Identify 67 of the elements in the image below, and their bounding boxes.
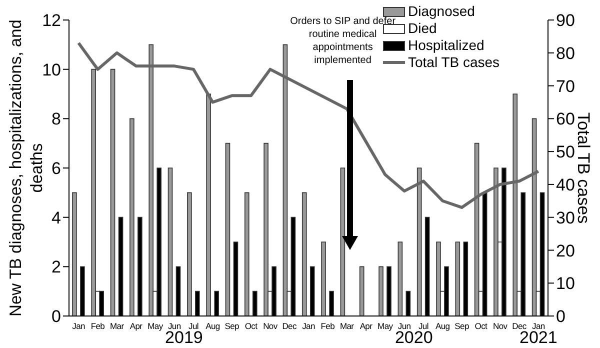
x-tick-label: Jan: [72, 321, 86, 332]
y2-tick-label: 0: [556, 307, 566, 326]
bar: [168, 168, 173, 316]
x-tick-label: Sep: [224, 321, 240, 332]
bar: [148, 44, 154, 316]
x-tick-label: Feb: [320, 321, 336, 332]
bar: [225, 142, 230, 316]
legend-label: Died: [408, 20, 437, 37]
bar: [91, 68, 96, 316]
y2-tick-label: 20: [556, 241, 575, 260]
bar: [264, 142, 268, 316]
x-tick-label: May: [148, 321, 164, 332]
y2-tick-label: 90: [556, 11, 575, 30]
bar: [398, 242, 403, 316]
legend-label: Total TB cases: [408, 54, 500, 71]
x-tick-label: Apr: [360, 321, 373, 332]
bar: [282, 44, 288, 316]
y-tick-label: 0: [52, 307, 61, 326]
bar: [512, 94, 518, 316]
y2-tick-label: 70: [556, 76, 575, 96]
y-tick-label: 10: [42, 60, 61, 80]
y-tick-label: 8: [52, 110, 61, 129]
x-tick-label: Feb: [90, 321, 106, 332]
x-tick-label: Aug: [206, 321, 220, 332]
bar: [532, 118, 537, 316]
x-tick-label: Aug: [436, 321, 450, 332]
x-tick-label: Oct: [244, 321, 258, 332]
y2-tick-label: 30: [556, 208, 575, 228]
bar: [206, 94, 211, 316]
bar: [187, 192, 192, 316]
x-tick-label: Nov: [492, 321, 508, 332]
bar: [378, 266, 384, 316]
bar: [416, 168, 422, 316]
bar: [359, 266, 364, 316]
y-tick-label: 2: [52, 258, 61, 277]
bar: [302, 192, 307, 316]
y2-tick-label: 40: [556, 175, 575, 194]
y2-tick-label: 80: [556, 44, 575, 63]
y2-tick-label: 60: [556, 110, 575, 129]
y-tick-label: 6: [52, 159, 61, 178]
y-tick-label: 4: [52, 208, 61, 228]
bar: [72, 192, 77, 316]
x-tick-label: Mar: [340, 321, 354, 332]
bar: [474, 142, 480, 316]
bar: [110, 68, 116, 316]
bar: [130, 118, 134, 316]
y2-tick-label: 50: [556, 142, 575, 162]
bar: [455, 242, 460, 316]
x-tick-label: Mar: [110, 321, 124, 332]
line-series: [77, 42, 540, 209]
y-tick-label: 12: [42, 11, 61, 30]
x-tick-label: Dec: [282, 321, 298, 332]
annotation: Orders to SIP and defer routine medical appointments implemented: [289, 15, 397, 67]
bar: [494, 168, 498, 316]
y2-tick-label: 10: [556, 274, 575, 294]
bar: [321, 242, 326, 316]
x-tick-label: Sep: [454, 321, 470, 332]
x-tick-label: Oct: [474, 321, 488, 332]
y2-axis-title: Total TB cases: [574, 112, 593, 224]
legend-label: Diagnosed: [408, 3, 475, 20]
x-tick-label: Jan: [302, 321, 316, 332]
bar: [244, 192, 250, 316]
legend-label: Hospitalized: [408, 37, 484, 54]
bar: [436, 242, 441, 316]
x-tick-label: Nov: [263, 321, 278, 332]
x-tick-label: Apr: [130, 321, 143, 332]
x-tick-label: May: [378, 321, 394, 332]
